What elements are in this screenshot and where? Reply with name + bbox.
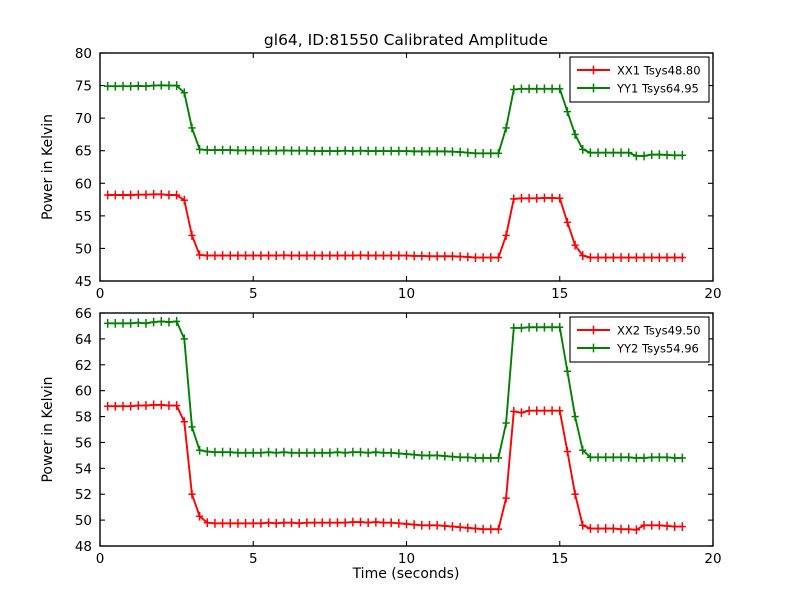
series-line — [107, 193, 683, 259]
y-tick-label: 65 — [75, 144, 92, 160]
y-tick-label: 55 — [75, 209, 92, 225]
x-tick-label: 5 — [249, 286, 258, 302]
x-tick-label: 10 — [398, 551, 415, 567]
y-tick-label: 54 — [75, 461, 92, 477]
y-tick-label: 60 — [75, 176, 92, 192]
series-line — [107, 84, 683, 157]
series-markers — [104, 400, 686, 535]
x-tick-label: 15 — [551, 551, 568, 567]
series-line — [107, 320, 683, 459]
series-markers — [104, 317, 686, 463]
x-tick-label: 5 — [249, 551, 258, 567]
panel-bottom: 0 5 10 15 20 48 50 52 54 56 58 60 62 64 66 Power in Kel… — [40, 306, 722, 567]
y-tick-label: 52 — [75, 487, 92, 503]
x-tick-label: 0 — [96, 551, 105, 567]
y-axis-label: Power in Kelvin — [40, 376, 56, 482]
x-tick-label: 20 — [704, 286, 721, 302]
legend-label: XX2 Tsys49.50 — [617, 324, 701, 338]
series-line — [107, 403, 683, 531]
y-tick-label: 50 — [75, 241, 92, 257]
y-tick-label: 58 — [75, 410, 92, 426]
y-tick-label: 62 — [75, 358, 92, 374]
legend-label: YY2 Tsys54.96 — [616, 342, 699, 356]
y-tick-label: 60 — [75, 384, 92, 400]
series-2 — [104, 317, 686, 463]
series-1 — [104, 400, 686, 535]
legend-label: YY1 Tsys64.95 — [616, 82, 699, 96]
y-axis-label: Power in Kelvin — [40, 114, 56, 220]
x-tick-label: 0 — [96, 286, 105, 302]
series-markers — [104, 189, 686, 262]
y-tick-label: 50 — [75, 513, 92, 529]
y-tick-label: 66 — [75, 306, 92, 322]
series-markers — [104, 80, 686, 161]
legend: XX1 Tsys48.80 YY1 Tsys64.95 — [569, 56, 710, 103]
x-tick-label: 10 — [398, 286, 415, 302]
y-tick-label: 80 — [75, 46, 92, 62]
figure-title: gl64, ID:81550 Calibrated Amplitude — [264, 31, 548, 49]
x-tick-label: 20 — [704, 551, 721, 567]
x-axis-label: Time (seconds) — [352, 566, 460, 582]
legend: XX2 Tsys49.50 YY2 Tsys54.96 — [569, 316, 710, 363]
legend-label: XX1 Tsys48.80 — [617, 64, 701, 78]
y-tick-label: 45 — [75, 274, 92, 290]
y-tick-label: 48 — [75, 539, 92, 555]
y-tick-label: 70 — [75, 111, 92, 127]
y-tick-label: 56 — [75, 435, 92, 451]
series-2 — [104, 80, 686, 161]
x-tick-label: 15 — [551, 286, 568, 302]
y-tick-label: 64 — [75, 332, 92, 348]
y-tick-label: 75 — [75, 79, 92, 95]
panel-top: 0 5 10 15 20 45 50 55 60 65 70 75 80 Power in Kelvin X… — [40, 46, 722, 302]
series-1 — [104, 189, 686, 262]
